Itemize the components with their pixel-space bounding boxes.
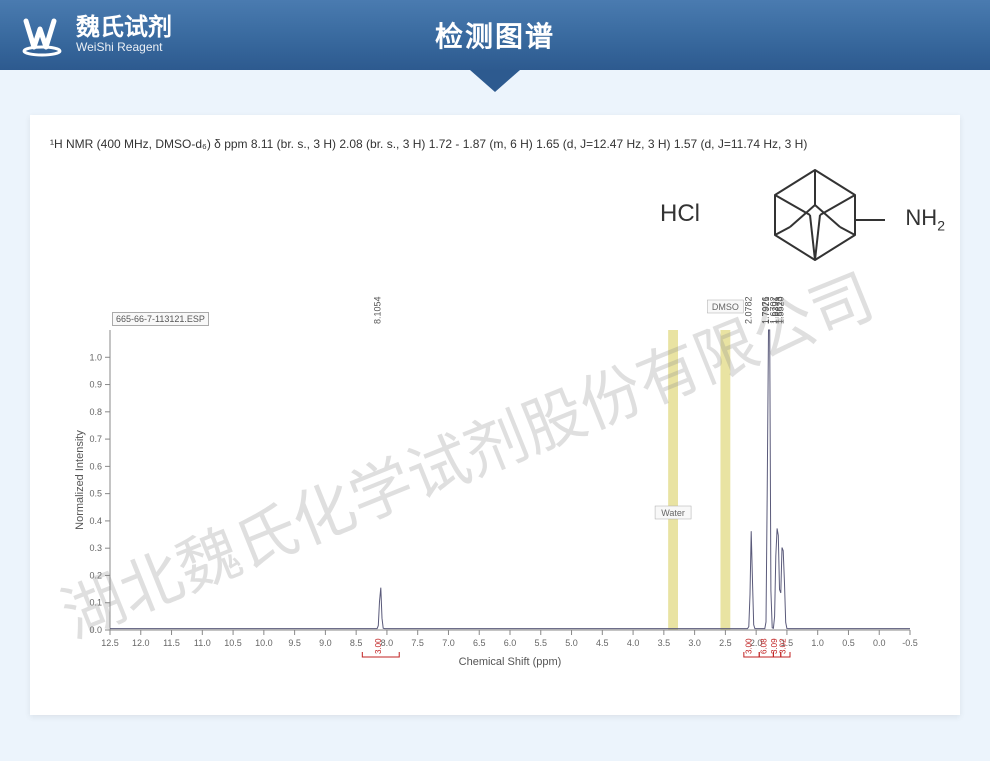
svg-text:0.4: 0.4 bbox=[89, 516, 102, 526]
svg-text:0.2: 0.2 bbox=[89, 570, 102, 580]
svg-text:11.5: 11.5 bbox=[163, 638, 180, 648]
svg-text:0.3: 0.3 bbox=[89, 543, 102, 553]
svg-text:8.1054: 8.1054 bbox=[372, 296, 382, 324]
svg-text:7.5: 7.5 bbox=[411, 638, 424, 648]
svg-text:DMSO: DMSO bbox=[712, 302, 739, 312]
svg-text:2.0782: 2.0782 bbox=[743, 296, 753, 324]
logo-text: 魏氏试剂 WeiShi Reagent bbox=[76, 16, 172, 54]
logo-text-en: WeiShi Reagent bbox=[76, 40, 172, 54]
svg-text:8.5: 8.5 bbox=[350, 638, 363, 648]
nmr-svg: 12.512.011.511.010.510.09.59.08.58.07.57… bbox=[110, 330, 910, 670]
svg-text:0.0: 0.0 bbox=[873, 638, 886, 648]
svg-text:0.0: 0.0 bbox=[89, 625, 102, 635]
x-axis-label: Chemical Shift (ppm) bbox=[459, 656, 562, 668]
svg-text:12.0: 12.0 bbox=[132, 638, 150, 648]
header-title: 检测图谱 bbox=[435, 15, 555, 55]
svg-text:0.5: 0.5 bbox=[89, 489, 102, 499]
svg-text:9.5: 9.5 bbox=[288, 638, 301, 648]
svg-text:0.5: 0.5 bbox=[842, 638, 855, 648]
svg-text:1.0: 1.0 bbox=[811, 638, 824, 648]
svg-text:3.02: 3.02 bbox=[778, 638, 787, 654]
svg-text:0.8: 0.8 bbox=[89, 407, 102, 417]
logo-area: 魏氏试剂 WeiShi Reagent bbox=[0, 11, 172, 59]
svg-text:6.5: 6.5 bbox=[473, 638, 486, 648]
svg-text:6.08: 6.08 bbox=[759, 638, 768, 654]
svg-text:9.0: 9.0 bbox=[319, 638, 332, 648]
svg-text:-0.5: -0.5 bbox=[902, 638, 918, 648]
svg-text:0.7: 0.7 bbox=[89, 434, 102, 444]
header-arrow-icon bbox=[470, 70, 520, 92]
svg-text:10.0: 10.0 bbox=[255, 638, 273, 648]
nmr-chart: 665-66-7-113121.ESP Normalized Intensity… bbox=[60, 200, 940, 680]
y-axis-label: Normalized Intensity bbox=[74, 430, 86, 530]
svg-text:5.5: 5.5 bbox=[535, 638, 548, 648]
svg-text:12.5: 12.5 bbox=[101, 638, 119, 648]
svg-text:3.00: 3.00 bbox=[745, 638, 754, 654]
svg-text:3.5: 3.5 bbox=[658, 638, 671, 648]
svg-text:4.5: 4.5 bbox=[596, 638, 609, 648]
logo-text-cn: 魏氏试剂 bbox=[76, 16, 172, 40]
page-header: 魏氏试剂 WeiShi Reagent 检测图谱 bbox=[0, 0, 990, 70]
file-label: 665-66-7-113121.ESP bbox=[112, 312, 209, 326]
logo-mark-icon bbox=[20, 11, 68, 59]
svg-text:Water: Water bbox=[661, 508, 685, 518]
svg-text:0.6: 0.6 bbox=[89, 461, 102, 471]
svg-text:3.00: 3.00 bbox=[374, 638, 383, 654]
svg-text:2.5: 2.5 bbox=[719, 638, 732, 648]
content-card: ¹H NMR (400 MHz, DMSO-d₆) δ ppm 8.11 (br… bbox=[30, 115, 960, 715]
svg-text:11.0: 11.0 bbox=[194, 638, 211, 648]
svg-text:0.9: 0.9 bbox=[89, 380, 102, 390]
svg-text:7.0: 7.0 bbox=[442, 638, 455, 648]
svg-text:10.5: 10.5 bbox=[224, 638, 242, 648]
svg-text:1.0: 1.0 bbox=[89, 352, 102, 362]
nmr-description: ¹H NMR (400 MHz, DMSO-d₆) δ ppm 8.11 (br… bbox=[50, 137, 940, 151]
svg-text:4.0: 4.0 bbox=[627, 638, 640, 648]
svg-text:1.5520: 1.5520 bbox=[776, 296, 786, 324]
svg-text:3.0: 3.0 bbox=[688, 638, 701, 648]
plot-region: 665-66-7-113121.ESP Normalized Intensity… bbox=[110, 330, 910, 630]
svg-text:6.0: 6.0 bbox=[504, 638, 517, 648]
svg-text:5.0: 5.0 bbox=[565, 638, 578, 648]
svg-text:0.1: 0.1 bbox=[89, 598, 102, 608]
